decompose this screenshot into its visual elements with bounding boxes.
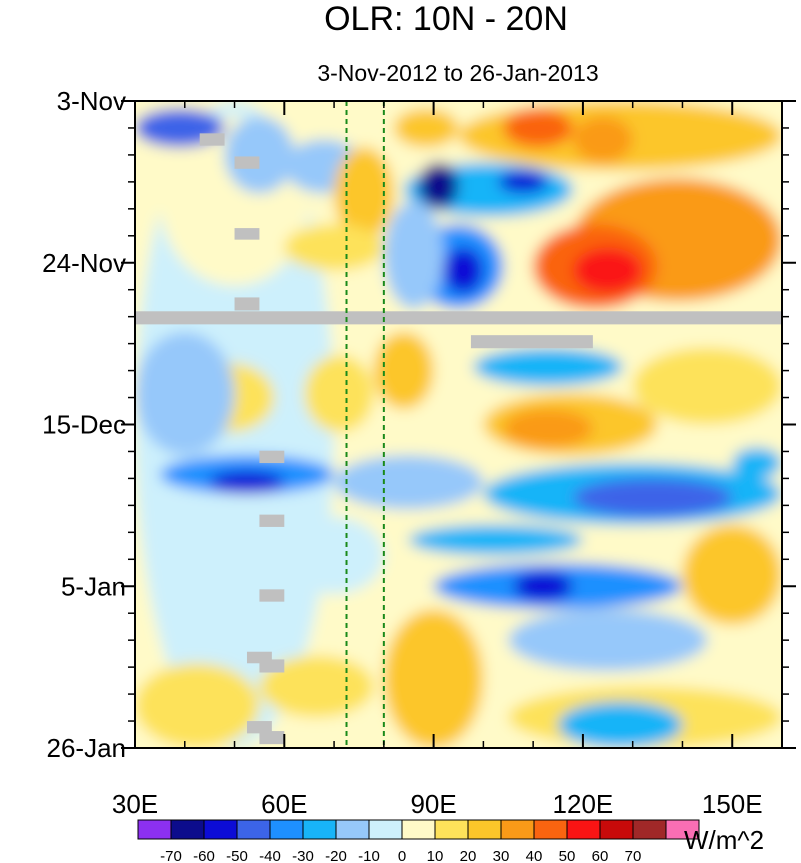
x-tick-label: 150E (702, 789, 763, 819)
colorbar-swatch-5 (302, 819, 337, 840)
anomaly-feature-27 (632, 347, 782, 425)
anomaly-feature-6 (334, 147, 394, 240)
missing-data-4 (234, 228, 260, 240)
y-tick-label: 26-Jan (47, 733, 127, 763)
missing-data-8 (259, 589, 285, 602)
colorbar-swatch-16 (665, 819, 700, 840)
anomaly-feature-7 (393, 108, 459, 148)
colorbar-swatch-10 (467, 819, 502, 840)
chart-subtitle: 3-Nov-2012 to 26-Jan-2013 (317, 60, 598, 86)
missing-data-0 (135, 311, 782, 325)
missing-data-2 (199, 133, 225, 146)
anomaly-feature-4 (224, 116, 295, 194)
y-tick-label: 3-Nov (57, 86, 126, 116)
anomaly-feature-12 (418, 162, 459, 209)
colorbar-level-label: 50 (559, 848, 576, 863)
anomaly-feature-28 (135, 332, 235, 456)
colorbar-swatch-0 (137, 819, 172, 840)
anomaly-feature-42 (259, 655, 374, 718)
colorbar-level-label: 30 (493, 848, 510, 863)
anomaly-feature-37 (513, 570, 573, 602)
colorbar-swatch-7 (368, 819, 403, 840)
colorbar-swatch-3 (236, 819, 271, 840)
x-tick-label: 120E (553, 789, 614, 819)
y-axis: 3-Nov 24-Nov 15-Dec 5-Jan 26-Jan (42, 86, 796, 763)
missing-data-6 (259, 450, 285, 464)
y-tick-label: 15-Dec (42, 410, 126, 440)
colorbar-unit-label: W/m^2 (684, 825, 764, 855)
anomaly-feature-30 (209, 470, 285, 494)
colorbar-swatch-1 (170, 819, 205, 840)
anomaly-feature-19 (383, 201, 444, 309)
anomaly-feature-33 (572, 478, 733, 517)
colorbar-level-label: 0 (398, 848, 406, 863)
colorbar-swatch-8 (401, 819, 436, 840)
colorbar-level-label: 40 (526, 848, 543, 863)
anomaly-feature-43 (135, 663, 260, 748)
anomaly-feature-41 (383, 609, 484, 748)
colorbar-level-label: -20 (325, 848, 347, 863)
colorbar-level-label: 20 (460, 848, 477, 863)
x-tick-label: 30E (112, 789, 158, 819)
anomaly-field (135, 101, 782, 748)
colorbar-swatch-15 (632, 819, 667, 840)
anomaly-feature-40 (682, 524, 782, 625)
colorbar-level-label: -70 (160, 848, 182, 863)
x-axis: 30E 60E 90E 120E 150E (112, 101, 763, 819)
missing-data-layer (135, 133, 782, 745)
missing-data-3 (234, 156, 260, 169)
colorbar-swatch-13 (566, 819, 601, 840)
colorbar-level-label: 70 (625, 848, 642, 863)
anomaly-feature-9 (503, 108, 573, 148)
anomaly-feature-34 (732, 447, 782, 479)
x-tick-label: 90E (410, 789, 456, 819)
y-tick-label: 5-Jan (61, 571, 126, 601)
plot-area (135, 101, 782, 748)
colorbar-swatch-6 (335, 819, 370, 840)
colorbar-swatch-14 (599, 819, 634, 840)
missing-data-9 (246, 651, 272, 664)
colorbar-level-label: -50 (226, 848, 248, 863)
anomaly-feature-31 (334, 455, 484, 510)
anomaly-feature-16 (572, 247, 643, 294)
colorbar-swatch-12 (533, 819, 568, 840)
chart-title: OLR: 10N - 20N (324, 0, 568, 38)
anomaly-feature-22 (304, 355, 374, 433)
missing-data-7 (259, 514, 285, 527)
y-tick-label: 24-Nov (42, 248, 126, 278)
anomaly-feature-46 (284, 516, 384, 594)
anomaly-feature-45 (558, 701, 683, 748)
anomaly-feature-18 (443, 247, 484, 294)
anomaly-feature-20 (284, 224, 384, 271)
missing-data-1 (470, 335, 593, 349)
colorbar-level-label: 60 (592, 848, 609, 863)
colorbar-swatch-2 (203, 819, 238, 840)
missing-data-10 (259, 659, 285, 673)
colorbar-level-label: -10 (358, 848, 380, 863)
anomaly-feature-26 (503, 409, 593, 448)
colorbar-swatch-9 (434, 819, 469, 840)
anomaly-feature-35 (408, 524, 583, 556)
anomaly-feature-21 (373, 332, 434, 410)
colorbar-level-label: -40 (259, 848, 281, 863)
colorbar-swatch-11 (500, 819, 535, 840)
colorbar-level-label: 10 (427, 848, 444, 863)
colorbar-level-label: -60 (193, 848, 215, 863)
anomaly-feature-13 (498, 170, 549, 194)
anomaly-feature-39 (508, 609, 708, 671)
missing-data-11 (246, 721, 272, 734)
colorbar-swatch-4 (269, 819, 304, 840)
anomaly-feature-10 (572, 116, 633, 163)
colorbar: -70 -60 -50 -40 -30 -20 -10 0 10 20 30 40 50 60 70 (137, 819, 700, 863)
x-tick-label: 60E (261, 789, 307, 819)
anomaly-feature-24 (473, 347, 623, 386)
colorbar-level-label: -30 (292, 848, 314, 863)
missing-data-5 (234, 297, 260, 311)
missing-data-12 (259, 731, 285, 745)
